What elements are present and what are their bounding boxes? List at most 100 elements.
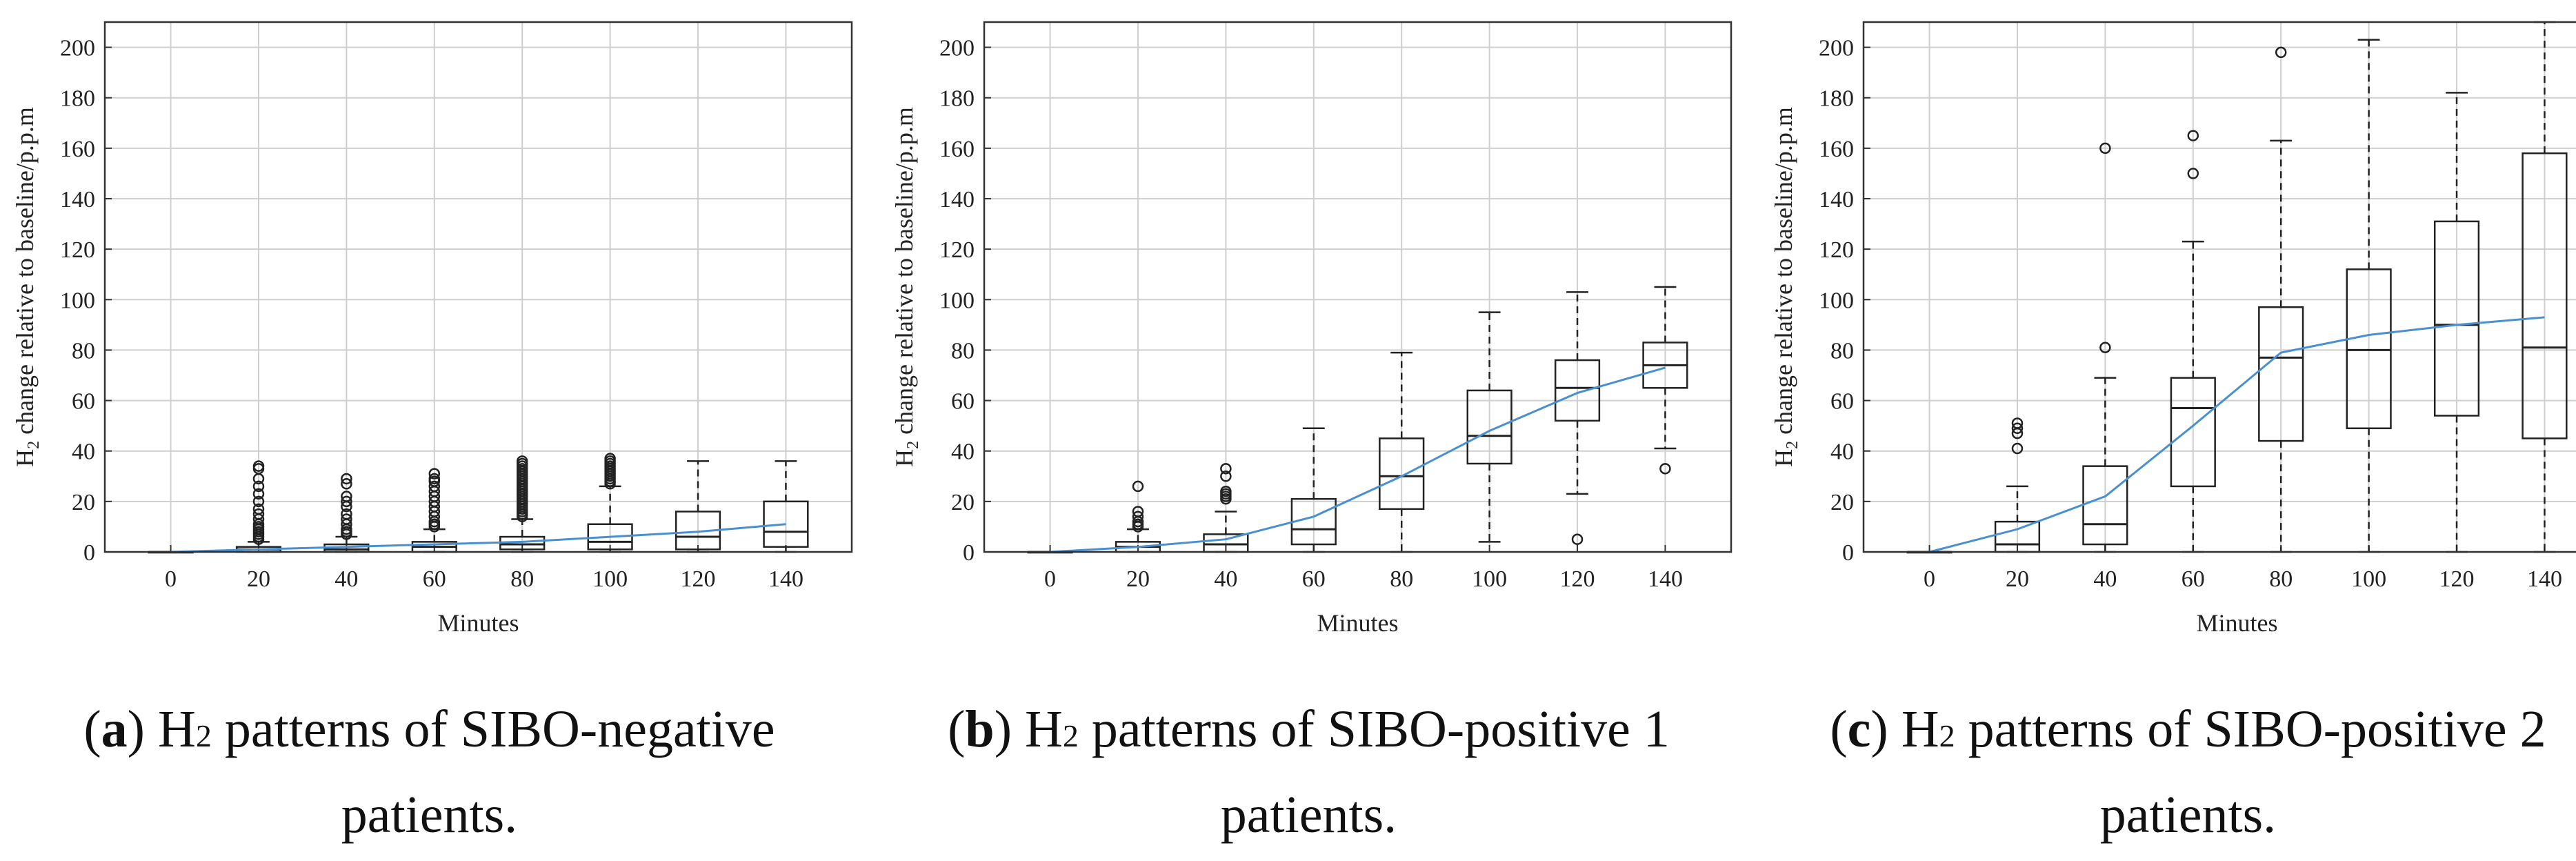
y-tick-label: 100 — [939, 288, 975, 313]
x-tick-label: 0 — [1924, 566, 1935, 592]
caption-text: patterns of SIBO-positive 2 — [1955, 700, 2546, 758]
plot-frame — [983, 21, 1733, 553]
outlier-point — [341, 513, 352, 525]
x-tick-label: 40 — [2093, 566, 2117, 592]
mean-trend-line — [1050, 366, 1666, 553]
x-tick-label: 120 — [1560, 566, 1595, 592]
x-tick-label: 60 — [1302, 566, 1326, 592]
outlier-point — [2099, 142, 2111, 155]
outlier-point — [252, 488, 265, 500]
y-tick-label: 200 — [1819, 36, 1854, 61]
outlier-point — [252, 480, 265, 493]
y-tick-label: 40 — [951, 439, 975, 465]
x-tick-label: 100 — [2351, 566, 2386, 592]
caption-b: (b) H2 patterns of SIBO-positive 1 patie… — [879, 690, 1738, 855]
x-tick-label: 20 — [2006, 566, 2029, 592]
y-tick-label: 0 — [1842, 540, 1854, 566]
outlier-point — [428, 480, 441, 493]
y-tick-label: 20 — [951, 490, 975, 515]
outlier-point — [1659, 463, 1671, 475]
outlier-point — [252, 495, 265, 508]
caption-subscript: 2 — [195, 718, 212, 753]
outlier-point — [604, 453, 616, 464]
box-60 — [411, 468, 457, 553]
y-tick-label: 120 — [939, 237, 975, 263]
y-axis-label-subscript: 2 — [904, 441, 922, 449]
y-axis-label-main: H — [890, 449, 918, 467]
box-120 — [675, 460, 721, 553]
caption-letter: c — [1847, 700, 1871, 758]
outlier-point — [2275, 46, 2287, 59]
plot-frame — [103, 21, 853, 553]
outlier-point — [2011, 422, 2024, 435]
box-140 — [1642, 286, 1688, 475]
y-tick-label: 160 — [60, 137, 95, 162]
box-body — [587, 523, 633, 551]
x-axis-label: Minutes — [437, 609, 519, 637]
chart-panel-b: 0 20 40 60 80 100 120 140 160 180 200 0 20 40 60 80 100 1… — [890, 21, 1733, 637]
mean-trend-line — [1929, 316, 2545, 553]
outlier-point — [428, 473, 441, 485]
y-tick-label: 60 — [72, 389, 95, 415]
outlier-point — [1220, 471, 1232, 482]
outlier-point — [516, 455, 528, 467]
caption-c: (c) H2 patterns of SIBO-positive 2 patie… — [1759, 690, 2576, 855]
outlier-point — [1571, 533, 1584, 545]
outlier-point — [2011, 442, 2024, 455]
y-axis-label-main: H — [1770, 449, 1797, 467]
caption-close: ) — [1870, 700, 1888, 758]
caption-close: ) — [127, 700, 145, 758]
x-tick-label: 80 — [510, 566, 534, 592]
caption-open: ( — [83, 700, 101, 758]
box-80 — [499, 455, 546, 553]
x-tick-label: 60 — [423, 566, 446, 592]
outlier-point — [1132, 506, 1144, 517]
box-100 — [587, 453, 633, 553]
outlier-point — [2187, 130, 2199, 141]
x-tick-label: 40 — [335, 566, 358, 592]
x-tick-label: 40 — [1214, 566, 1237, 592]
x-tick-label: 80 — [2269, 566, 2293, 592]
chart-panel-c: 0 20 40 60 80 100 120 140 160 180 200 0 20 40 60 80 100 1… — [1770, 21, 2576, 637]
y-tick-label: 0 — [963, 540, 975, 566]
x-tick-label: 0 — [1044, 566, 1056, 592]
plot-area — [1864, 22, 2576, 552]
y-tick-label: 80 — [1830, 338, 1854, 364]
caption-subscript: 2 — [1939, 718, 1955, 753]
y-tick-label: 120 — [60, 237, 95, 263]
outlier-point — [1220, 485, 1232, 497]
caption-text: patterns of SIBO-negative — [211, 700, 775, 758]
y-tick-label: 20 — [72, 490, 95, 515]
y-tick-label: 200 — [60, 36, 95, 61]
box-40 — [2082, 142, 2128, 553]
y-axis-label: H2 change relative to baseline/p.p.m — [1770, 107, 1801, 467]
x-tick-label: 120 — [681, 566, 716, 592]
y-tick-label: 40 — [72, 439, 95, 465]
plot-area — [105, 22, 852, 552]
outlier-point — [1132, 480, 1144, 493]
caption-pre: H — [144, 700, 196, 758]
y-tick-label: 140 — [60, 187, 95, 212]
outlier-point — [341, 491, 352, 502]
outlier-point — [341, 495, 352, 508]
x-axis-label: Minutes — [2196, 609, 2277, 637]
y-tick-label: 100 — [60, 288, 95, 313]
outlier-point — [2099, 342, 2111, 354]
box-body — [2433, 220, 2480, 417]
y-axis-label-subscript: 2 — [1784, 441, 1801, 449]
x-tick-label: 100 — [1472, 566, 1507, 592]
y-tick-label: 180 — [939, 86, 975, 112]
box-60 — [2170, 130, 2216, 553]
box-100 — [1466, 311, 1512, 543]
mean-trend-line — [170, 523, 786, 553]
y-tick-label: 120 — [1819, 237, 1854, 263]
outlier-point — [1220, 463, 1232, 475]
y-axis-label-rest: change relative to baseline/p.p.m — [1770, 107, 1797, 441]
caption-line2: patients. — [2099, 786, 2277, 844]
y-tick-label: 140 — [939, 187, 975, 212]
y-tick-label: 60 — [1830, 389, 1854, 415]
y-axis-label-main: H — [11, 449, 39, 467]
y-tick-label: 140 — [1819, 187, 1854, 212]
caption-open: ( — [1830, 700, 1848, 758]
y-tick-label: 160 — [1819, 137, 1854, 162]
